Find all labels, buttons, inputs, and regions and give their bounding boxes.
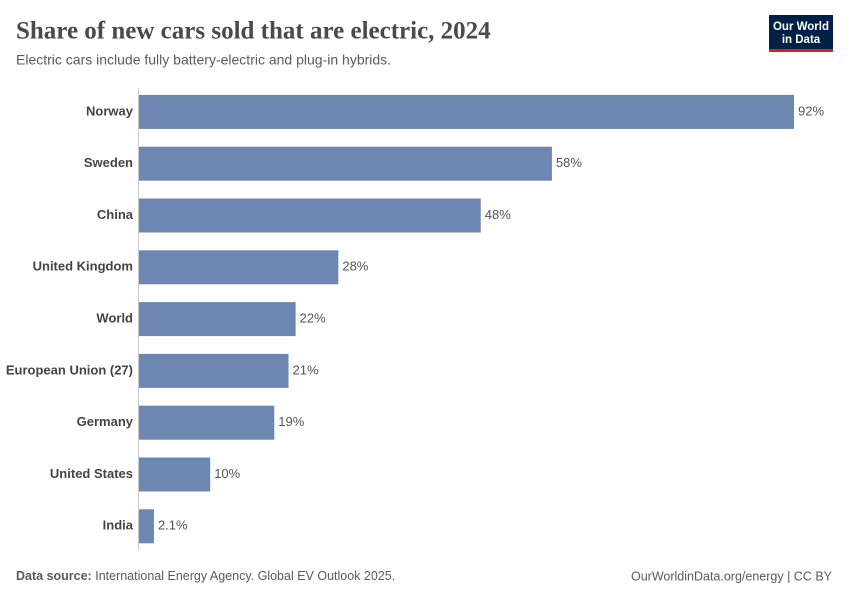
category-label: Germany [77, 414, 134, 429]
category-label: Norway [86, 103, 134, 118]
bar [139, 94, 794, 129]
source: Data source: International Energy Agency… [16, 569, 395, 583]
credit[interactable]: OurWorldinData.org/energy | CC BY [631, 569, 833, 583]
chart-subtitle: Electric cars include fully battery-elec… [16, 52, 391, 68]
logo[interactable]: Our World in Data [769, 15, 833, 52]
category-label: China [97, 207, 134, 222]
value-label: 19% [278, 414, 304, 429]
bar [139, 457, 211, 492]
logo-box [769, 15, 833, 51]
value-label: 22% [300, 311, 326, 326]
bar [139, 405, 275, 440]
value-label: 58% [556, 155, 582, 170]
source-text: International Energy Agency. Global EV O… [95, 569, 395, 583]
chart-title: Share of new cars sold that are electric… [16, 18, 491, 45]
category-label: World [96, 311, 133, 326]
value-label: 28% [342, 259, 368, 274]
value-label: 10% [214, 466, 240, 481]
category-label: United Kingdom [33, 259, 133, 274]
category-label: India [103, 518, 134, 533]
value-label: 92% [798, 103, 824, 118]
bar [139, 509, 154, 544]
category-label: United States [50, 466, 133, 481]
category-label: European Union (27) [6, 362, 133, 377]
bar [139, 353, 289, 388]
value-label: 21% [293, 362, 319, 377]
logo-text: in Data [782, 34, 821, 46]
value-label: 48% [485, 207, 511, 222]
logo-underline [769, 49, 833, 52]
category-label: Sweden [84, 155, 133, 170]
source-label: Data source: [16, 569, 92, 583]
value-label: 2.1% [158, 518, 188, 533]
bar [139, 250, 339, 285]
bar [139, 302, 296, 337]
bar [139, 146, 552, 181]
bar [139, 198, 481, 233]
logo-text: Our World [773, 21, 829, 33]
